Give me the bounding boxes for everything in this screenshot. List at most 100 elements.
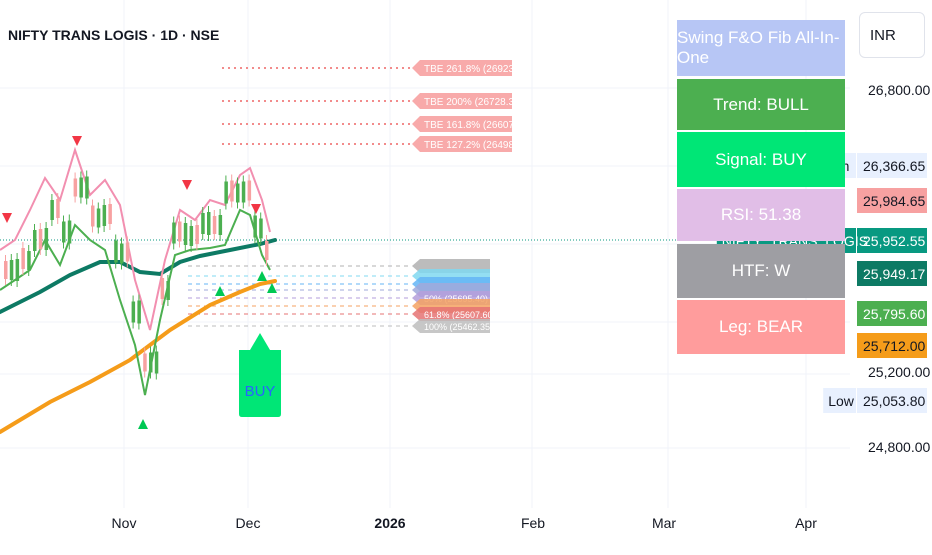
fib-target-label: TBE 261.8% (26923.15) xyxy=(424,64,531,75)
fib-target-label: TBE 161.8% (26607.90) xyxy=(424,120,531,131)
candle-body xyxy=(108,204,112,224)
fib-target-label: TBE 127.2% (26498.85) xyxy=(424,140,531,151)
candle-body xyxy=(154,351,159,374)
buy-marker xyxy=(138,419,148,429)
candle-body xyxy=(33,230,37,251)
y-tick-label: 25,200.00 xyxy=(868,364,930,380)
candle-body xyxy=(259,218,263,239)
candle-body xyxy=(114,240,118,263)
panel-signal: Signal: BUY xyxy=(677,132,845,187)
price-tag-label-bg xyxy=(823,388,856,413)
candle-body xyxy=(253,215,257,238)
candle-body xyxy=(79,177,83,198)
candle-body xyxy=(125,242,130,262)
price-tag-value: 26,366.65 xyxy=(863,158,925,174)
fib-retracement-label: 100% (25462.35) xyxy=(424,322,493,332)
panel-signal-text: Signal: BUY xyxy=(715,149,807,169)
candle-body xyxy=(224,181,228,204)
buy-marker xyxy=(215,286,225,296)
price-tag-value-bg xyxy=(857,188,927,213)
fib-target-tag: TBE 200% (26728.35) xyxy=(412,93,523,109)
price-tag-value-bg xyxy=(857,301,927,326)
panel-rsi: RSI: 51.38 xyxy=(677,189,845,241)
price-tag-value-bg xyxy=(857,261,927,286)
x-tick-label: Feb xyxy=(521,515,545,531)
price-tag-label: Low xyxy=(828,393,855,409)
fib-target-tag: TBE 161.8% (26607.90) xyxy=(412,116,531,132)
price-tag-value: 25,795.60 xyxy=(863,306,925,322)
candle-body xyxy=(50,200,54,220)
price-tag: 25,949.17 xyxy=(857,261,927,286)
x-tick-label: 2026 xyxy=(374,515,405,531)
candle-body xyxy=(102,205,107,226)
candle-body xyxy=(143,353,147,372)
fib-target-tag-bg xyxy=(412,136,512,152)
y-tick-label: 26,800.00 xyxy=(868,82,930,98)
slow-ema-line xyxy=(0,279,277,434)
price-tag-value-bg xyxy=(857,228,927,253)
fib-target-tag-bg xyxy=(412,93,512,109)
price-tag-value: 25,949.17 xyxy=(863,266,925,282)
buy-signal-callout: BUY xyxy=(239,333,281,417)
price-tag-value: 25,952.55 xyxy=(863,233,925,249)
price-tag-value-bg xyxy=(857,153,927,178)
buy-marker xyxy=(267,283,277,293)
candle-body xyxy=(178,221,182,242)
candle-body xyxy=(120,243,124,264)
sell-marker xyxy=(2,213,12,223)
candle-body xyxy=(247,180,252,201)
panel-leg: Leg: BEAR xyxy=(677,300,845,354)
candle-body xyxy=(137,300,141,324)
candle-body xyxy=(172,222,176,244)
candle-body xyxy=(183,223,188,245)
buy-callout-bg xyxy=(239,333,281,417)
candle-body xyxy=(4,261,8,279)
candle-body xyxy=(195,225,199,244)
candle-body xyxy=(21,248,25,269)
candle-body xyxy=(44,228,49,250)
candle-body xyxy=(67,220,72,244)
price-tag: 25,984.65 xyxy=(857,188,927,213)
price-tag-value: 25,984.65 xyxy=(863,193,925,209)
panel-title-text: Swing F&O Fib All-In-One xyxy=(677,28,840,67)
panel-leg-text: Leg: BEAR xyxy=(718,317,804,336)
candle-body xyxy=(27,251,31,270)
price-tag: 25,053.80 Low xyxy=(823,388,927,413)
candle-body xyxy=(201,213,205,234)
candle-body xyxy=(56,199,60,218)
fib-target-tag: TBE 127.2% (26498.85) xyxy=(412,136,531,152)
x-tick-label: Apr xyxy=(795,515,817,531)
sell-marker xyxy=(251,204,261,214)
buy-marker xyxy=(257,271,267,281)
price-tag-value: 25,053.80 xyxy=(863,393,925,409)
x-tick-label: Nov xyxy=(112,515,137,531)
candle-body xyxy=(236,183,240,203)
candle-body xyxy=(73,178,78,197)
currency-selector[interactable]: INR xyxy=(859,12,925,58)
fast-ema-line xyxy=(0,238,277,314)
candle-body xyxy=(230,180,234,202)
panel-trend-text: Trend: BULL xyxy=(713,94,809,114)
sell-marker xyxy=(72,136,82,146)
fib-retracement-tag-bg xyxy=(412,307,490,321)
candle-body xyxy=(218,215,223,235)
x-tick-label: Dec xyxy=(236,515,261,531)
candle-body xyxy=(38,229,43,249)
panel-title: Swing F&O Fib All-In-One xyxy=(677,20,845,76)
fib-retracement-tag-bg xyxy=(412,319,490,333)
fib-target-label: TBE 200% (26728.35) xyxy=(424,97,523,108)
candle-body xyxy=(212,216,217,234)
candle-body xyxy=(207,212,211,235)
candle-body xyxy=(9,260,14,280)
panel-htf-text: HTF: W xyxy=(731,261,791,280)
sell-marker xyxy=(182,180,192,190)
fib-target-tag: TBE 261.8% (26923.15) xyxy=(412,60,531,76)
fib-target-tag-bg xyxy=(412,60,512,76)
price-tag-value: 25,712.00 xyxy=(863,338,925,354)
candle-body xyxy=(62,221,66,243)
fib-target-tag-bg xyxy=(412,116,512,132)
fib-retracement-tag: 61.8% (25607.60) xyxy=(412,307,496,321)
candle-body xyxy=(166,281,170,300)
candle-body xyxy=(241,181,246,203)
panel-rsi-text: RSI: 51.38 xyxy=(720,205,802,224)
